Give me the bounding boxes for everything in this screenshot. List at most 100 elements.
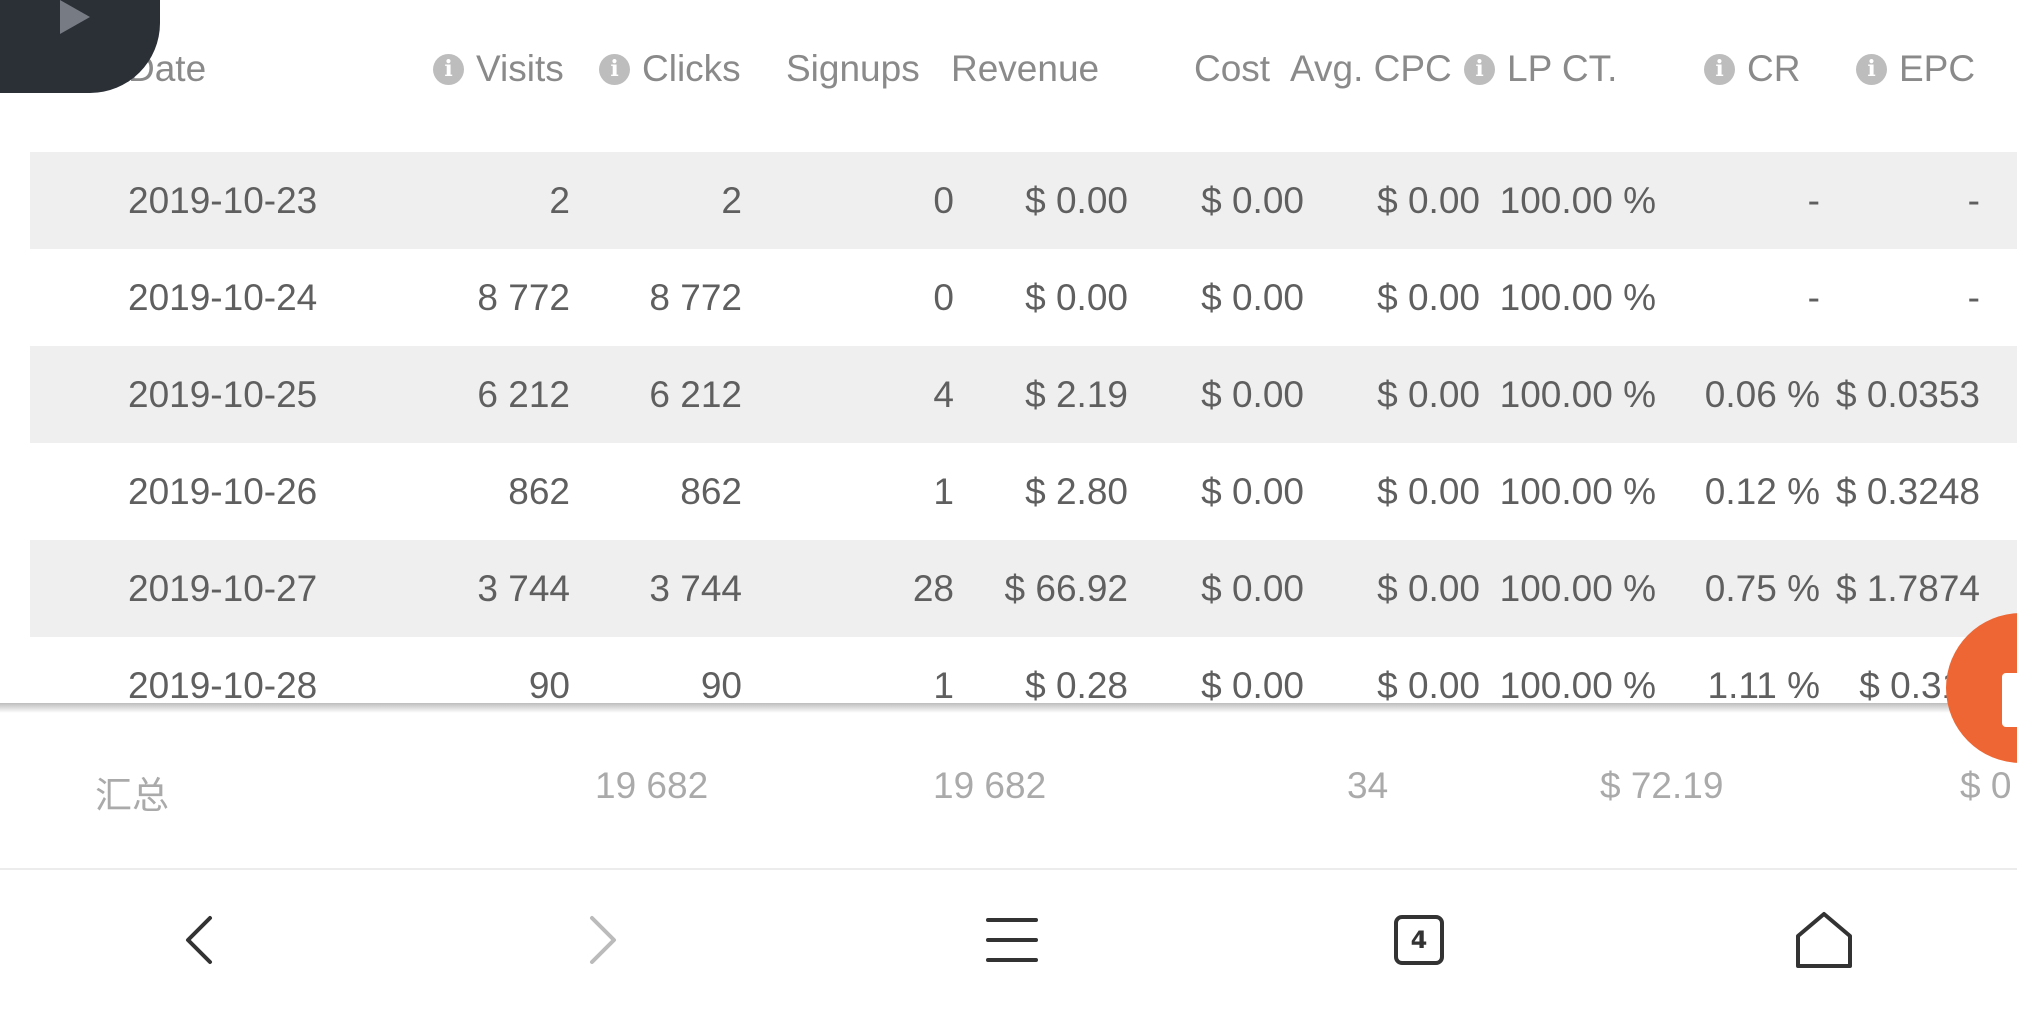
cell-clicks: 8 772: [649, 277, 742, 318]
cell-cr: 0.75 %: [1704, 568, 1820, 609]
summary-label: 汇总: [95, 775, 169, 816]
hamburger-menu-icon: [986, 918, 1038, 962]
cell-date: 2019-10-23: [128, 180, 318, 221]
column-header-cost[interactable]: Cost: [1194, 48, 1270, 90]
back-button[interactable]: [158, 900, 238, 980]
column-header-lp-ctr-label: LP CT.: [1507, 48, 1618, 89]
cell-cost: $ 0.00: [1201, 277, 1304, 318]
table-row[interactable]: 2019-10-23 2 2 0 $ 0.00 $ 0.00 $ 0.00 10…: [30, 152, 2017, 249]
table-row[interactable]: 2019-10-24 8 772 8 772 0 $ 0.00 $ 0.00 $…: [30, 249, 2017, 346]
browser-navbar: 4: [0, 870, 2017, 1011]
column-header-avg-cpc[interactable]: Avg. CPC: [1290, 48, 1452, 90]
cell-visits: 3 744: [477, 568, 570, 609]
menu-button[interactable]: [972, 900, 1052, 980]
cell-cost: $ 0.00: [1201, 180, 1304, 221]
info-icon[interactable]: i: [433, 53, 464, 85]
cell-cost: $ 0.00: [1201, 471, 1304, 512]
cell-signups: 1: [933, 471, 954, 512]
cell-revenue: $ 0.00: [1025, 277, 1128, 318]
cell-avg-cpc: $ 0.00: [1377, 471, 1480, 512]
cell-date: 2019-10-27: [128, 568, 318, 609]
summary-cost: $ 0: [1960, 765, 2012, 806]
forward-button[interactable]: [564, 900, 644, 980]
cell-signups: 0: [933, 277, 954, 318]
cell-visits: 862: [508, 471, 570, 512]
column-header-cost-label: Cost: [1194, 48, 1271, 89]
cell-visits: 90: [528, 665, 570, 705]
info-icon[interactable]: i: [1704, 53, 1735, 85]
cell-cr: 0.06 %: [1704, 374, 1820, 415]
cell-visits: 2: [549, 180, 570, 221]
table-row[interactable]: 2019-10-28 90 90 1 $ 0.28 $ 0.00 $ 0.00 …: [30, 637, 2017, 705]
cell-cost: $ 0.00: [1201, 665, 1304, 705]
tab-count: 4: [1410, 926, 1428, 954]
scroll-edge-shadow: [0, 703, 2017, 713]
cell-epc: $ 0.0353: [1835, 374, 1980, 415]
cell-clicks: 90: [700, 665, 742, 705]
column-header-signups-label: Signups: [786, 48, 920, 89]
cell-signups: 4: [933, 374, 954, 415]
home-icon: [1796, 912, 1852, 968]
cell-avg-cpc: $ 0.00: [1377, 277, 1480, 318]
cell-avg-cpc: $ 0.00: [1377, 665, 1480, 705]
cell-clicks: 2: [721, 180, 742, 221]
cell-visits: 8 772: [477, 277, 570, 318]
cell-epc: -: [1967, 277, 1980, 318]
cell-lp-ctr: 100.00 %: [1499, 277, 1656, 318]
cell-visits: 6 212: [477, 374, 570, 415]
cell-epc: $ 0.3248: [1835, 471, 1980, 512]
column-header-revenue[interactable]: Revenue: [951, 48, 1099, 90]
cell-clicks: 6 212: [649, 374, 742, 415]
cell-cost: $ 0.00: [1201, 374, 1304, 415]
cell-lp-ctr: 100.00 %: [1499, 180, 1656, 221]
column-header-clicks-label: Clicks: [642, 48, 741, 89]
tabs-icon: 4: [1394, 915, 1444, 965]
cell-cr: -: [1807, 277, 1820, 318]
column-header-signups[interactable]: Signups: [786, 48, 920, 90]
home-button[interactable]: [1784, 900, 1864, 980]
cell-epc: -: [1967, 180, 1980, 221]
cell-revenue: $ 0.28: [1025, 665, 1128, 705]
cell-avg-cpc: $ 0.00: [1377, 180, 1480, 221]
column-header-lp-ctr[interactable]: i LP CT.: [1464, 48, 1617, 90]
cell-revenue: $ 0.00: [1025, 180, 1128, 221]
column-header-cr[interactable]: i CR: [1704, 48, 1800, 90]
column-header-epc[interactable]: i EPC: [1856, 48, 1975, 90]
info-icon[interactable]: i: [1856, 53, 1887, 85]
cell-cr: -: [1807, 180, 1820, 221]
column-header-clicks[interactable]: i Clicks: [599, 48, 741, 90]
table-row[interactable]: 2019-10-26 862 862 1 $ 2.80 $ 0.00 $ 0.0…: [30, 443, 2017, 540]
column-header-cr-label: CR: [1747, 48, 1801, 89]
cell-date: 2019-10-28: [128, 665, 318, 705]
table-row[interactable]: 2019-10-27 3 744 3 744 28 $ 66.92 $ 0.00…: [30, 540, 2017, 637]
column-header-visits-label: Visits: [476, 48, 564, 89]
tabs-button[interactable]: 4: [1379, 900, 1459, 980]
info-icon[interactable]: i: [1464, 53, 1495, 85]
cell-avg-cpc: $ 0.00: [1377, 568, 1480, 609]
column-header-avg-cpc-label: Avg. CPC: [1290, 48, 1452, 89]
cell-clicks: 862: [680, 471, 742, 512]
column-header-epc-label: EPC: [1899, 48, 1976, 89]
cell-epc: $ 1.7874: [1835, 568, 1980, 609]
info-icon[interactable]: i: [599, 53, 630, 85]
cell-date: 2019-10-25: [128, 374, 318, 415]
cell-lp-ctr: 100.00 %: [1499, 568, 1656, 609]
cell-lp-ctr: 100.00 %: [1499, 471, 1656, 512]
cell-lp-ctr: 100.00 %: [1499, 374, 1656, 415]
video-overlay-button[interactable]: [0, 0, 160, 93]
table-row[interactable]: 2019-10-25 6 212 6 212 4 $ 2.19 $ 0.00 $…: [30, 346, 2017, 443]
cell-clicks: 3 744: [649, 568, 742, 609]
cell-cr: 1.11 %: [1707, 665, 1820, 705]
summary-signups: 34: [1347, 765, 1389, 806]
summary-revenue: $ 72.19: [1600, 765, 1724, 806]
cell-date: 2019-10-26: [128, 471, 318, 512]
summary-clicks: 19 682: [933, 765, 1047, 806]
cell-revenue: $ 2.19: [1025, 374, 1128, 415]
chevron-left-icon: [186, 916, 212, 964]
column-header-revenue-label: Revenue: [951, 48, 1100, 89]
cell-lp-ctr: 100.00 %: [1499, 665, 1656, 705]
play-icon: [60, 0, 90, 34]
table-header: Date i Visits i Clicks Signups Revenue C…: [0, 0, 2017, 140]
column-header-visits[interactable]: i Visits: [433, 48, 564, 90]
cell-cr: 0.12 %: [1704, 471, 1820, 512]
